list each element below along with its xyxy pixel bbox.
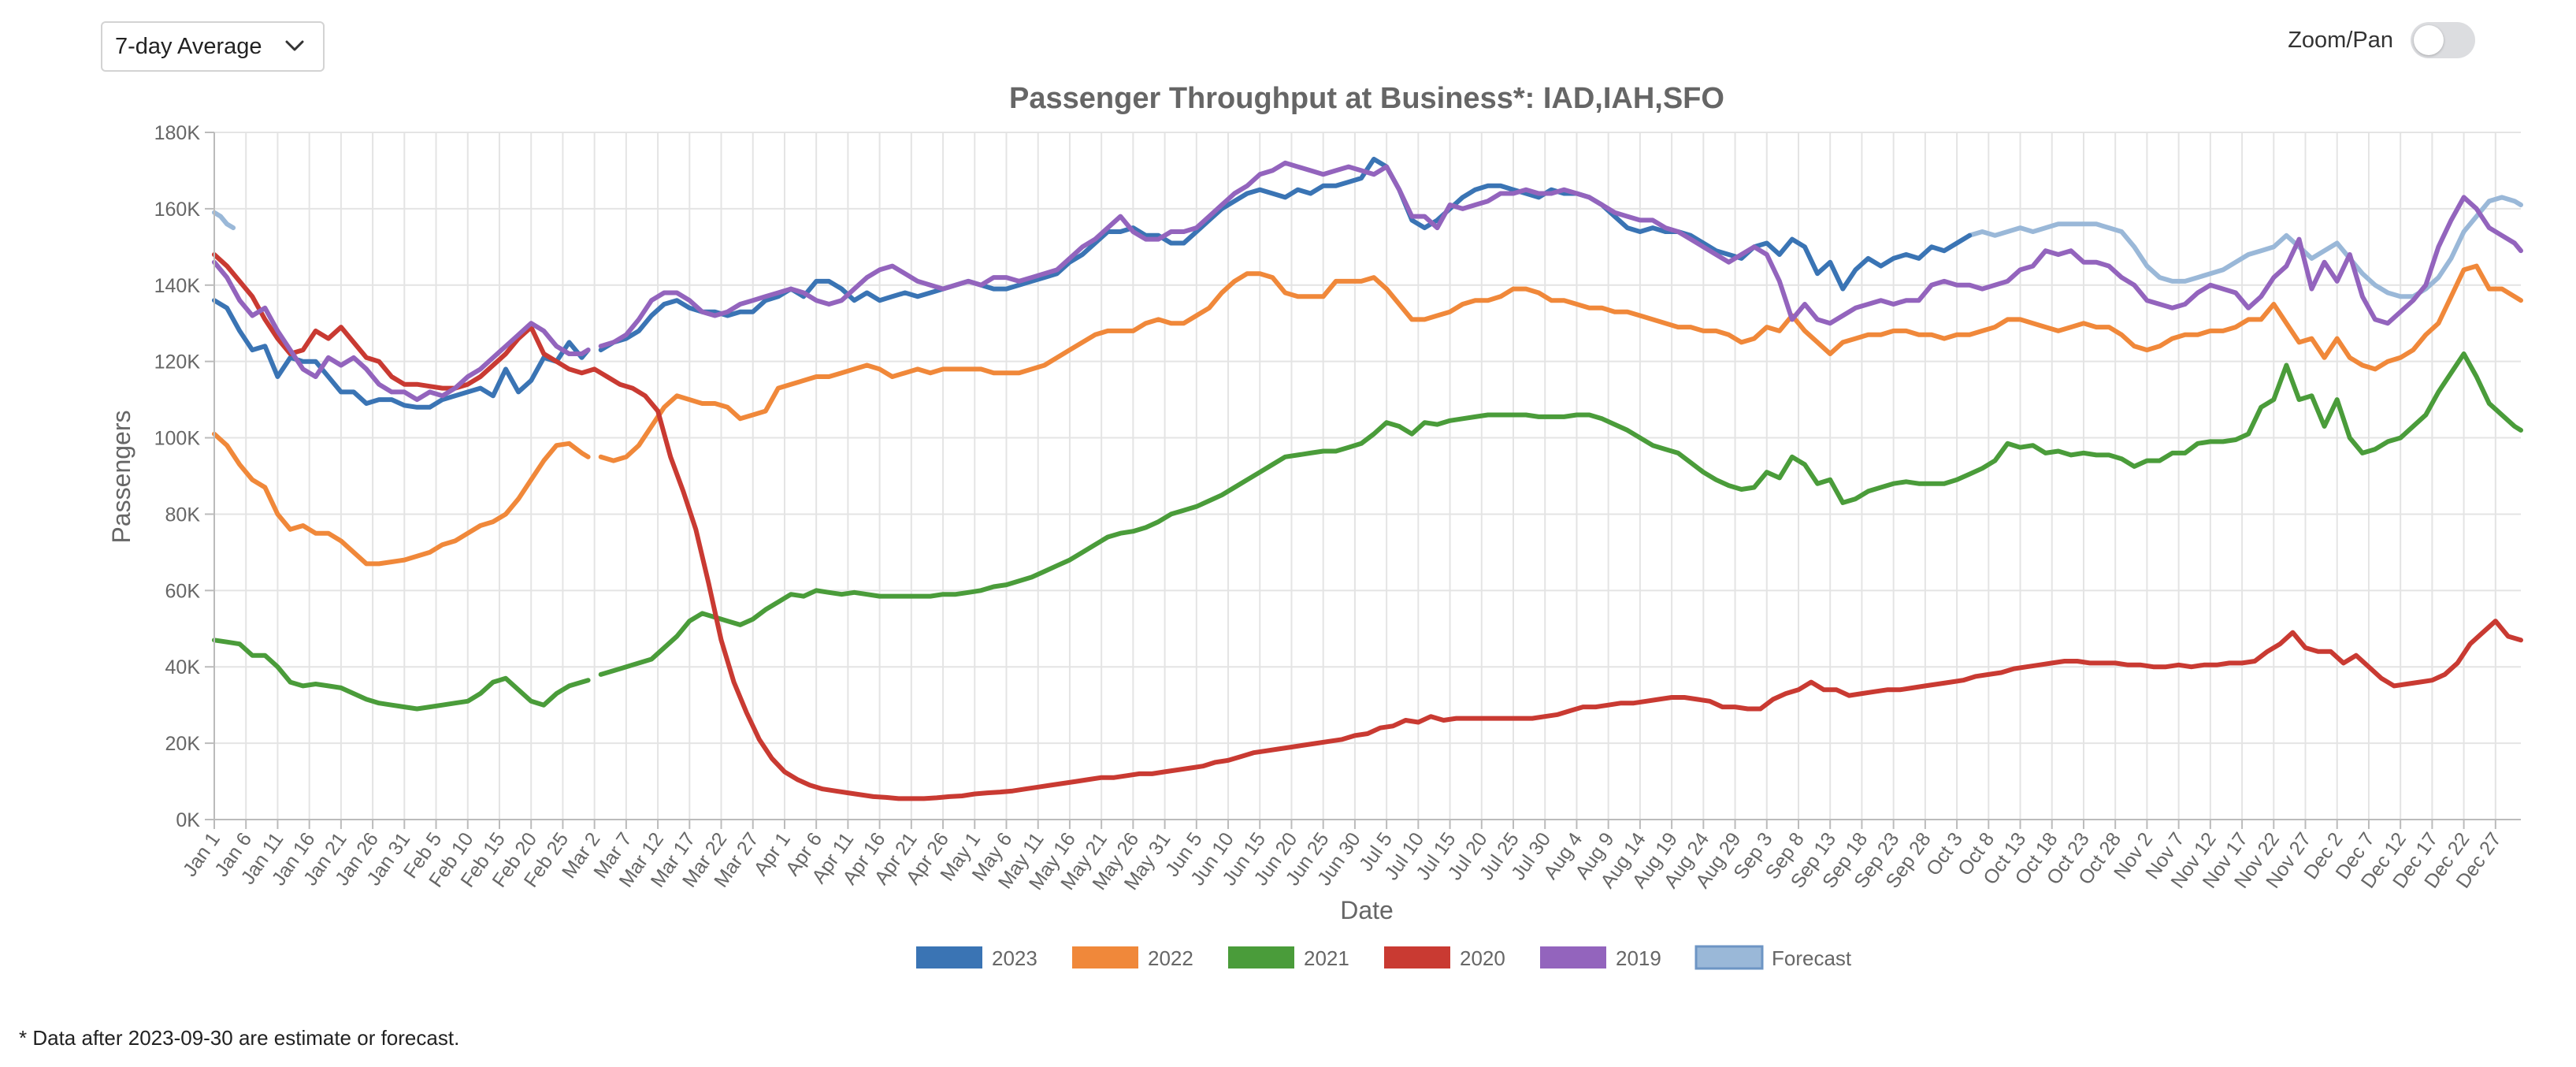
legend-swatch-forecast [1694,945,1764,970]
y-tick-label: 160K [154,199,201,221]
legend-item-2023[interactable]: 2023 [916,946,1037,970]
legend-item-2020[interactable]: 2020 [1384,946,1505,970]
legend-label-2022: 2022 [1148,946,1193,970]
legend-swatch-2021 [1228,946,1294,968]
toggle-knob [2414,25,2444,55]
y-tick-label: 120K [154,351,201,374]
series-line-2020 [212,252,2523,801]
series-line-2022 [598,263,2523,463]
series-lines [212,156,2523,801]
series-line-2019 [212,259,591,403]
series-line-2021 [212,638,591,712]
legend-swatch-2023 [916,946,982,968]
y-axis-ticks: 0K 20K 40K 60K 80K 100K 120K 140K 160K 180K [154,122,214,831]
legend-label-2020: 2020 [1460,946,1505,970]
series-line-2023 [212,298,591,410]
y-tick-label: 80K [165,504,201,526]
y-tick-label: 140K [154,275,201,297]
legend-label-2021: 2021 [1304,946,1349,970]
zoom-pan-control: Zoom/Pan [2288,22,2475,58]
forecast-footnote: * Data after 2023-09-30 are estimate or … [19,1026,460,1050]
legend-swatch-2019 [1540,946,1606,968]
legend-label-2019: 2019 [1616,946,1661,970]
legend-item-2021[interactable]: 2021 [1228,946,1349,970]
y-tick-label: 180K [154,122,201,144]
chart-legend: 2023 2022 2021 2020 2019 Forecast [916,945,1852,970]
chart-axes [213,132,2521,820]
legend-label-forecast: Forecast [1772,946,1852,970]
legend-item-2022[interactable]: 2022 [1072,946,1193,970]
legend-item-forecast[interactable]: Forecast [1694,945,1852,970]
x-axis-label: Date [1340,896,1394,924]
chart-grid [213,132,2521,820]
series-line-2019 [598,160,2523,349]
series-line-2023 [598,156,1973,353]
y-tick-label: 40K [165,656,201,678]
zoom-pan-label: Zoom/Pan [2288,27,2393,53]
y-tick-label: 100K [154,428,201,450]
series-line-2021 [598,351,2523,677]
y-tick-label: 20K [165,733,201,755]
zoom-pan-toggle[interactable] [2411,22,2475,58]
legend-item-2019[interactable]: 2019 [1540,946,1661,970]
series-line-2022 [212,431,591,567]
y-tick-label: 0K [176,809,200,831]
y-tick-label: 60K [165,580,201,602]
average-type-select[interactable]: 7-day Average [101,21,325,72]
legend-label-2023: 2023 [992,946,1037,970]
y-axis-label: Passengers [107,411,135,544]
legend-swatch-2020 [1384,946,1450,968]
chevron-down-icon [285,40,304,51]
chart-title: Passenger Throughput at Business*: IAD,I… [1009,82,1724,115]
average-type-value: 7-day Average [115,33,262,59]
legend-swatch-2022 [1072,946,1138,968]
series-line-forecast [1967,195,2523,299]
series-line-forecast [212,210,236,231]
